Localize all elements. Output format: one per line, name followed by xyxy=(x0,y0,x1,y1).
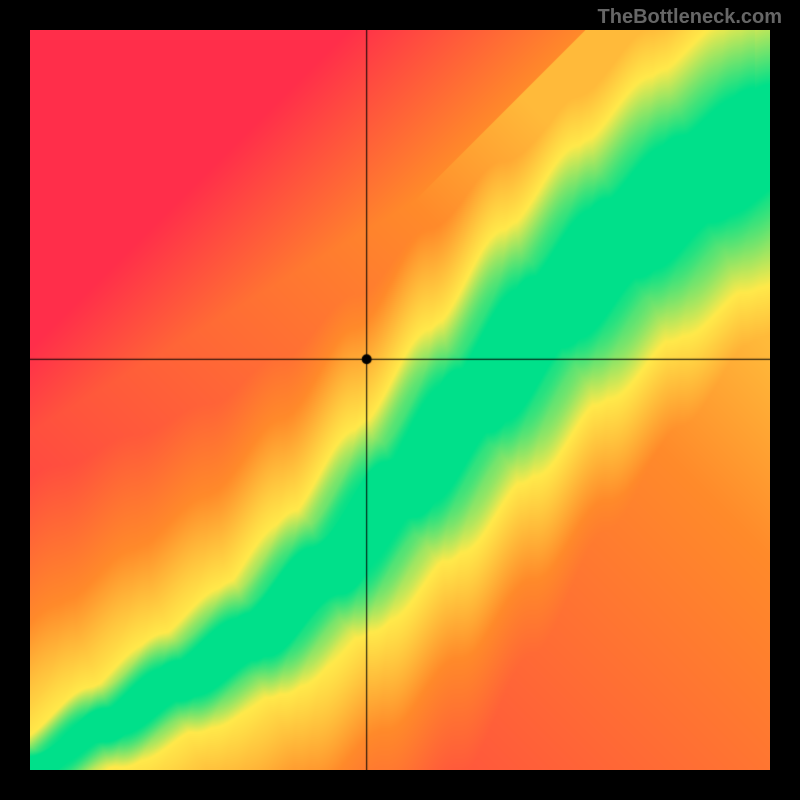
watermark-text: TheBottleneck.com xyxy=(598,6,782,29)
outer-frame: TheBottleneck.com xyxy=(0,0,800,800)
heatmap-canvas xyxy=(30,30,770,770)
heatmap-plot xyxy=(30,30,770,770)
